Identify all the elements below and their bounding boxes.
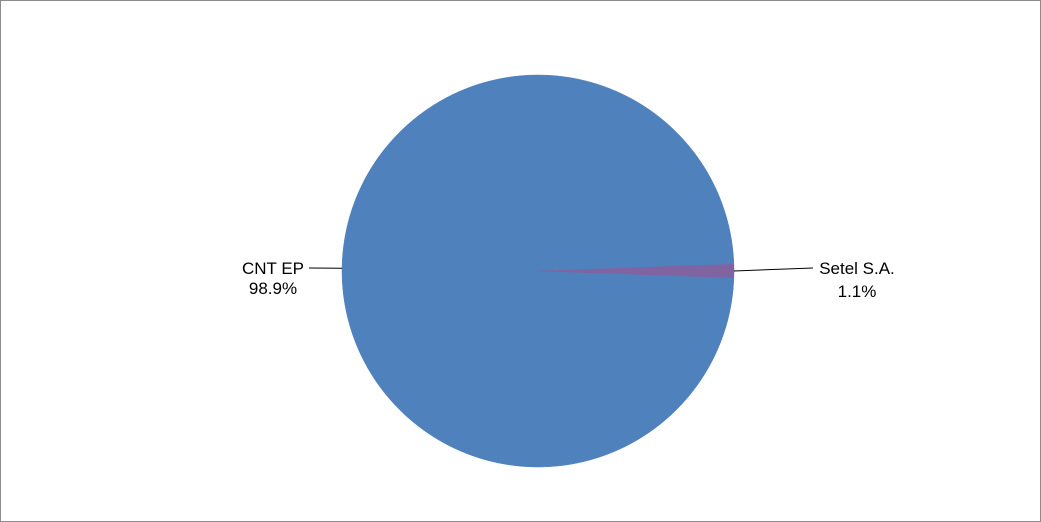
slice-percent-setel-s-a: 1.1%: [838, 282, 877, 301]
slice-label-cnt-ep: CNT EP: [242, 259, 304, 278]
slice-percent-cnt-ep: 98.9%: [249, 279, 297, 298]
slice-label-setel-s-a: Setel S.A.: [819, 259, 895, 278]
pie-slices: [341, 74, 735, 468]
leader-line-setel-s-a: [733, 267, 814, 272]
pie-slice-cnt-ep: [341, 74, 735, 468]
